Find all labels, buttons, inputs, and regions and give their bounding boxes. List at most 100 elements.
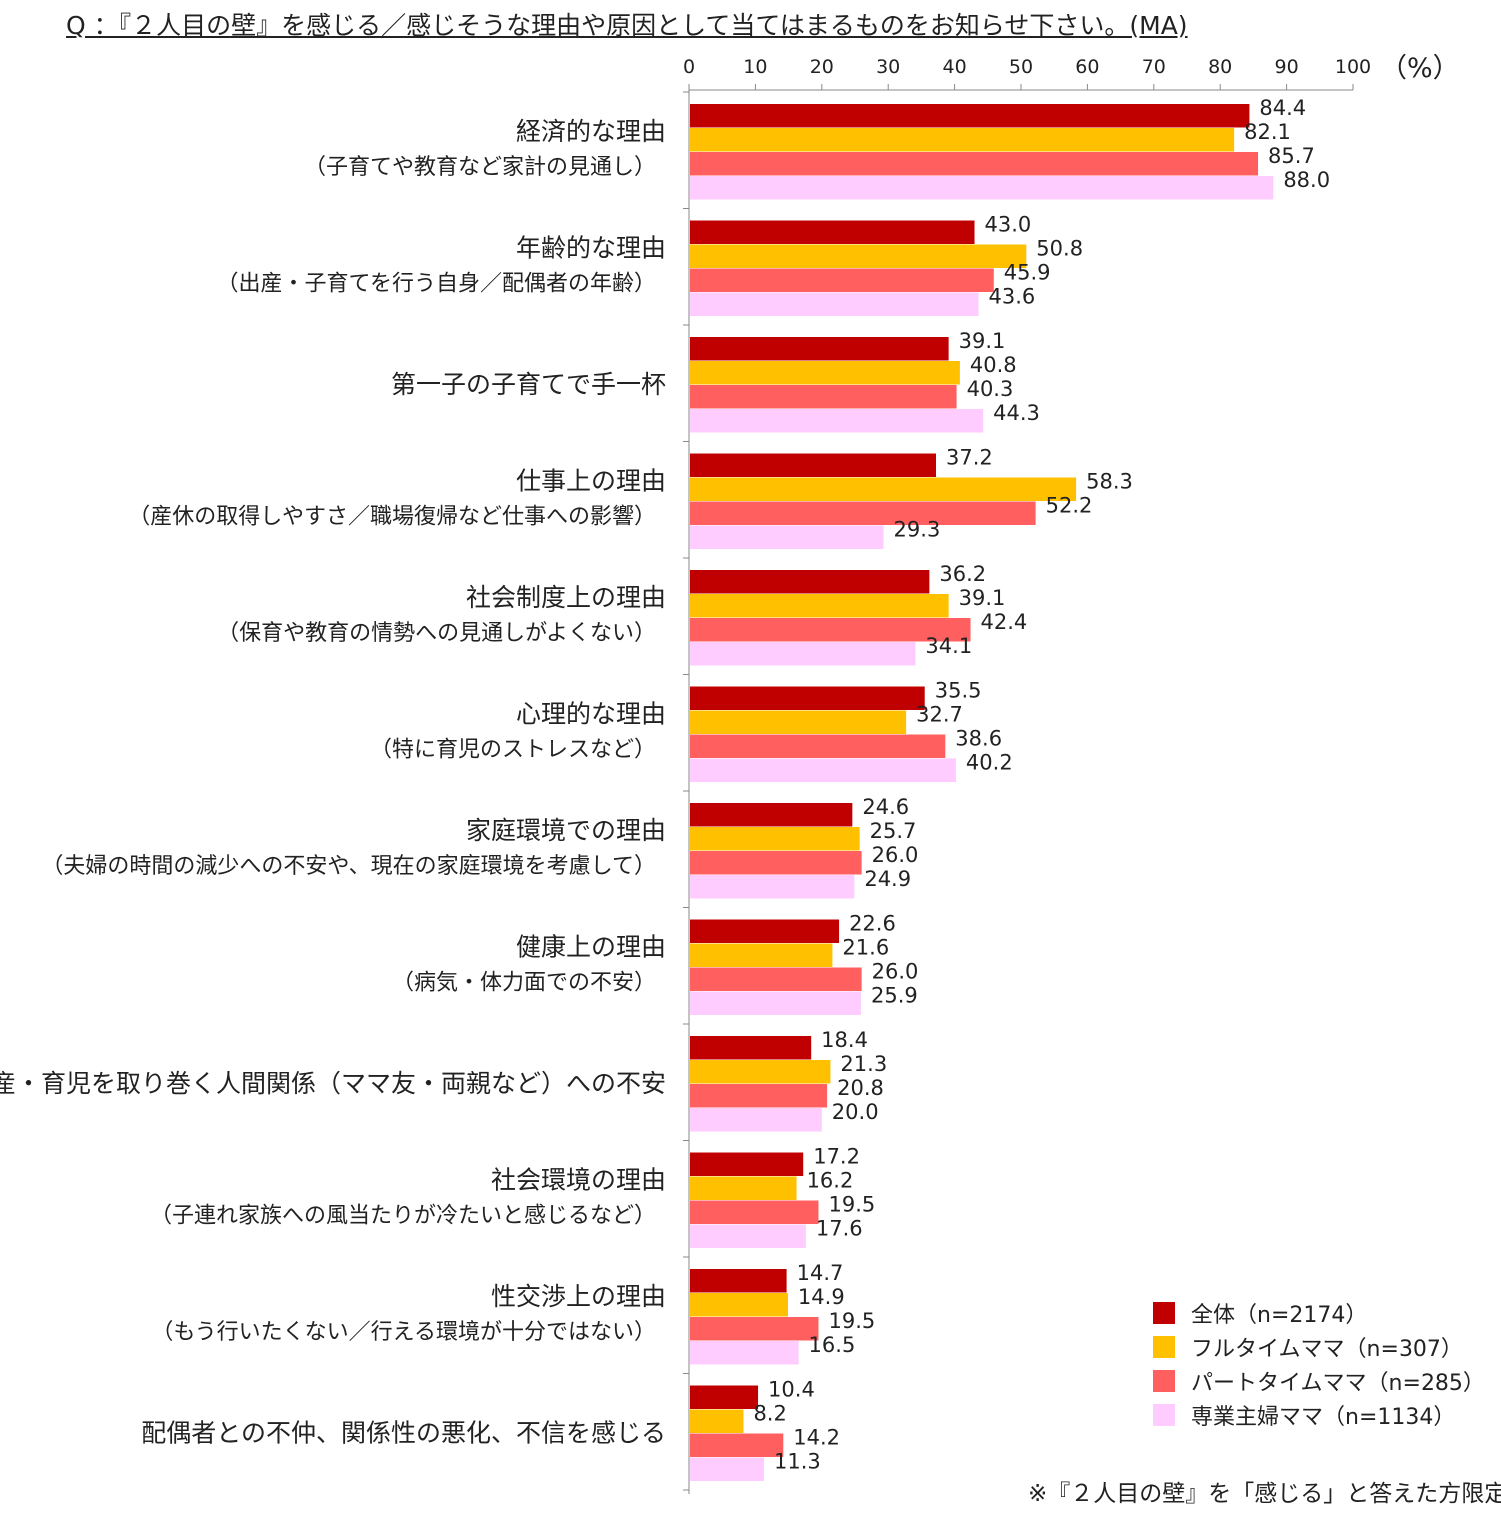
value-label: 14.9 (798, 1285, 845, 1309)
legend-label: 専業主婦ママ（n=1134） (1191, 1405, 1456, 1430)
category-sublabel: （産休の取得しやすさ／職場復帰など仕事への影響） (128, 505, 656, 530)
bar (690, 1152, 804, 1176)
value-label: 8.2 (753, 1401, 786, 1425)
category-label: 社会制度上の理由 (466, 583, 666, 612)
bar (690, 967, 862, 991)
bar (690, 1433, 784, 1457)
value-label: 45.9 (1004, 260, 1051, 284)
legend-label: 全体（n=2174） (1191, 1303, 1368, 1328)
value-label: 21.6 (842, 935, 889, 959)
value-label: 43.6 (989, 284, 1036, 308)
bar (690, 851, 862, 875)
value-label: 52.2 (1046, 493, 1093, 517)
category-label: 第一子の子育てで手一杯 (391, 370, 666, 399)
value-label: 38.6 (955, 726, 1002, 750)
bar (690, 244, 1027, 268)
bar (690, 128, 1235, 152)
footnote: ※『２人目の壁』を「感じる」と答えた方限定 (1028, 1481, 1501, 1507)
legend-swatch (1153, 1404, 1175, 1426)
value-label: 25.7 (870, 819, 917, 843)
value-label: 11.3 (774, 1449, 821, 1473)
value-label: 19.5 (828, 1309, 875, 1333)
value-label: 84.4 (1259, 96, 1306, 120)
bar (690, 594, 949, 618)
bar (690, 337, 949, 361)
value-label: 10.4 (768, 1377, 815, 1401)
value-label: 26.0 (872, 959, 919, 983)
value-label: 34.1 (925, 634, 972, 658)
value-label: 42.4 (981, 610, 1028, 634)
value-label: 40.2 (966, 750, 1013, 774)
category-label: 年齢的な理由 (516, 234, 666, 263)
bar (690, 618, 971, 642)
value-label: 22.6 (849, 911, 896, 935)
value-label: 58.3 (1086, 469, 1133, 493)
bar (690, 943, 833, 967)
bar (690, 642, 916, 666)
legend-label: パートタイムママ（n=285） (1191, 1371, 1485, 1396)
legend-label: フルタイムママ（n=307） (1191, 1337, 1463, 1362)
value-label: 20.0 (832, 1100, 879, 1124)
bar (690, 1385, 759, 1409)
value-label: 37.2 (946, 445, 993, 469)
bar (690, 919, 840, 943)
category-label: 経済的な理由 (516, 117, 666, 146)
x-tick-label: 20 (810, 56, 834, 78)
value-label: 50.8 (1036, 236, 1083, 260)
bar (690, 1457, 765, 1481)
bar (690, 710, 907, 734)
category-label: 性交渉上の理由 (491, 1282, 666, 1311)
bar (690, 1108, 822, 1132)
bar (690, 453, 937, 477)
category-sublabel: （特に育児のストレスなど） (370, 738, 656, 763)
legend-swatch (1153, 1336, 1175, 1358)
bar (690, 875, 855, 899)
bar (690, 827, 860, 851)
value-label: 29.3 (894, 517, 941, 541)
bar (690, 758, 956, 782)
value-label: 25.9 (871, 983, 918, 1007)
bar (690, 803, 853, 827)
bar (690, 152, 1259, 176)
bar (690, 409, 984, 433)
x-tick-label: 0 (683, 56, 695, 78)
legend-item: 専業主婦ママ（n=1134） (1153, 1398, 1485, 1432)
x-tick-label: 80 (1208, 56, 1232, 78)
bar (690, 104, 1250, 128)
bar (690, 477, 1077, 501)
value-label: 17.6 (816, 1216, 863, 1240)
bar (690, 361, 960, 385)
value-label: 14.2 (793, 1425, 840, 1449)
value-label: 24.9 (864, 867, 911, 891)
category-sublabel: （夫婦の時間の減少への不安や、現在の家庭環境を考慮して） (41, 854, 656, 879)
value-label: 14.7 (797, 1261, 844, 1285)
bar (690, 525, 884, 549)
value-label: 18.4 (821, 1028, 868, 1052)
bar (690, 220, 975, 244)
x-tick-label: 90 (1275, 56, 1299, 78)
category-label: 配偶者との不仲、関係性の悪化、不信を感じる (141, 1419, 666, 1448)
bar (690, 1293, 788, 1317)
bar (690, 268, 994, 292)
bar (690, 991, 861, 1015)
legend-item: 全体（n=2174） (1153, 1296, 1485, 1330)
category-sublabel: （病気・体力面での不安） (392, 971, 656, 996)
value-label: 85.7 (1268, 144, 1315, 168)
bar (690, 292, 979, 316)
legend: 全体（n=2174） フルタイムママ（n=307） パートタイムママ（n=285） 専… (1153, 1296, 1485, 1432)
bar (690, 1341, 799, 1365)
category-label: 家庭環境での理由 (466, 816, 666, 845)
bar (690, 1317, 819, 1341)
legend-item: フルタイムママ（n=307） (1153, 1330, 1485, 1364)
category-label: 出産・育児を取り巻く人間関係（ママ友・両親など）への不安 (0, 1069, 666, 1098)
x-tick-label: 70 (1142, 56, 1166, 78)
value-label: 40.3 (967, 377, 1014, 401)
category-label: 心理的な理由 (516, 700, 666, 729)
x-tick-label: 100 (1335, 56, 1371, 78)
value-label: 32.7 (916, 702, 963, 726)
bar (690, 1176, 797, 1200)
bar (690, 1200, 819, 1224)
legend-swatch (1153, 1302, 1175, 1324)
bar (690, 176, 1274, 200)
bar (690, 1409, 744, 1433)
